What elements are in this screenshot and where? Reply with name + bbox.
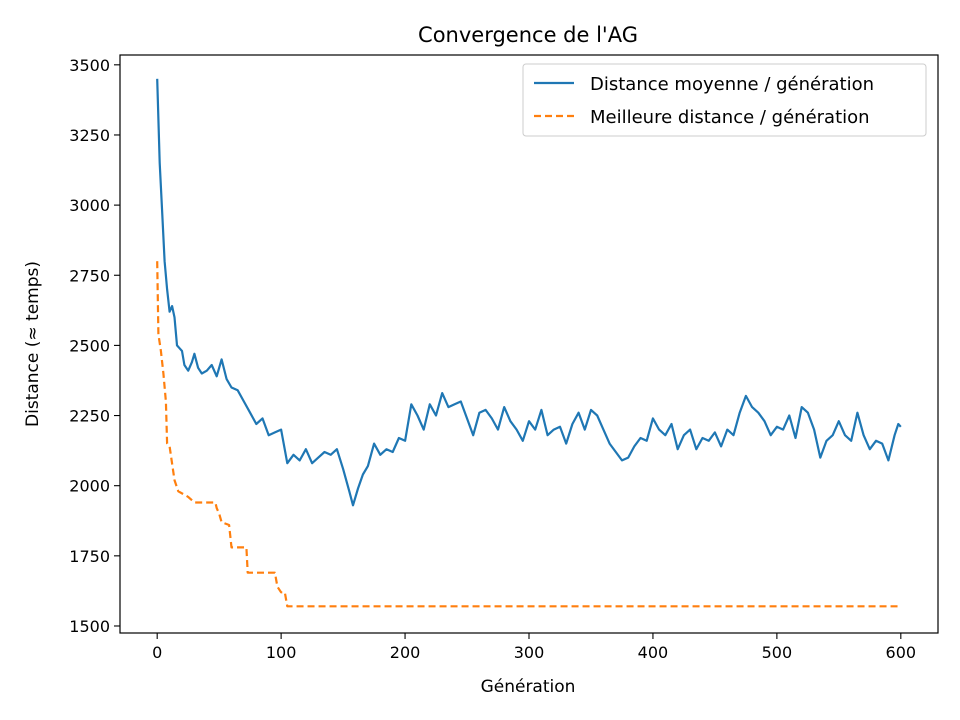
x-tick-label: 300: [514, 643, 545, 662]
y-tick-label: 3000: [69, 196, 110, 215]
y-tick-label: 1500: [69, 617, 110, 636]
x-tick-label: 0: [152, 643, 162, 662]
y-tick-label: 3250: [69, 126, 110, 145]
series-line-mean: [156, 78, 902, 507]
legend-label-mean: Distance moyenne / génération: [590, 74, 874, 95]
y-axis: 1500 1750 2000 2250 2500 2750 3000 3250 3500: [69, 56, 120, 636]
x-axis-title: Génération: [481, 677, 576, 697]
legend: Distance moyenne / génération Meilleure …: [522, 63, 927, 137]
chart-title: Convergence de l'AG: [418, 23, 638, 47]
y-tick-label: 3500: [69, 56, 110, 75]
x-tick-label: 600: [886, 643, 917, 662]
series-layer: [156, 78, 902, 608]
x-tick-label: 500: [762, 643, 793, 662]
x-tick-label: 400: [638, 643, 669, 662]
y-tick-label: 2000: [69, 477, 110, 496]
legend-box: [522, 63, 927, 137]
x-tick-label: 200: [390, 643, 421, 662]
series-line-best: [156, 261, 901, 608]
x-tick-label: 100: [266, 643, 297, 662]
y-tick-label: 1750: [69, 547, 110, 566]
legend-label-best: Meilleure distance / génération: [590, 107, 870, 128]
y-tick-label: 2500: [69, 336, 110, 355]
x-axis: 0 100 200 300 400 500 600: [152, 633, 916, 662]
y-tick-label: 2250: [69, 407, 110, 426]
y-axis-title: Distance (≈ temps): [23, 261, 43, 427]
y-tick-label: 2750: [69, 266, 110, 285]
